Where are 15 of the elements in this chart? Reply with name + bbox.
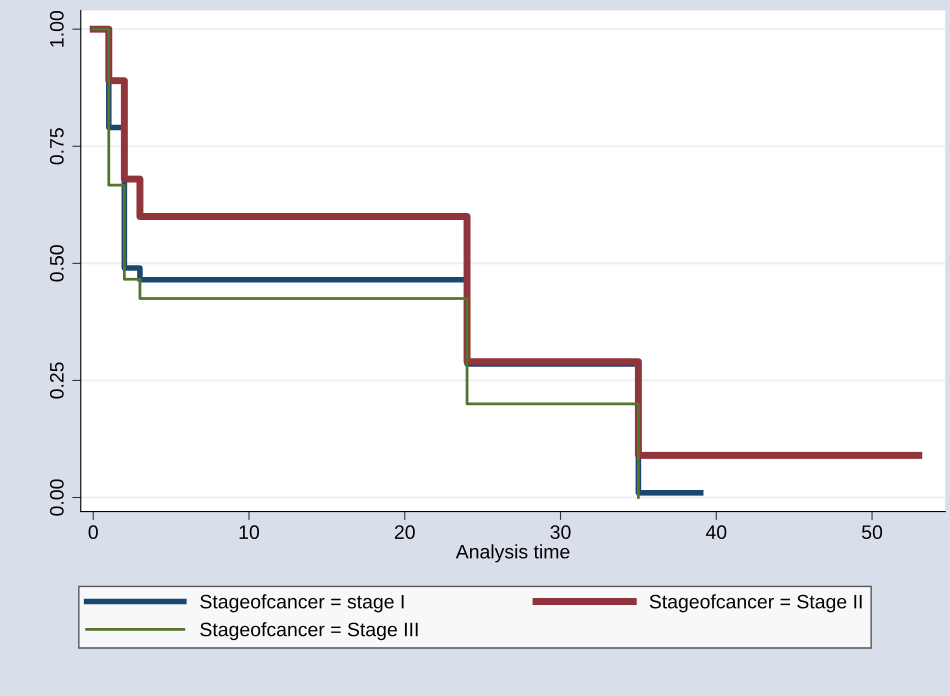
x-tick-label: 50 bbox=[862, 525, 882, 540]
legend-label: Stageofcancer = Stage II bbox=[650, 594, 862, 612]
y-tick-label: 0.00 bbox=[50, 479, 64, 516]
x-tick-label: 40 bbox=[706, 525, 726, 540]
y-tick-label: 0.25 bbox=[50, 362, 64, 399]
x-tick-label: 0 bbox=[88, 525, 98, 540]
x-tick-label: 30 bbox=[550, 525, 571, 540]
y-tick-label: 0.50 bbox=[50, 245, 64, 282]
y-tick-label: 0.75 bbox=[50, 128, 64, 164]
y-tick-label: 1.00 bbox=[50, 11, 64, 47]
x-tick-label: 10 bbox=[240, 525, 260, 540]
legend-label: Stageofcancer = Stage III bbox=[200, 622, 418, 640]
x-axis-title: Analysis time bbox=[456, 544, 570, 562]
x-tick-label: 20 bbox=[394, 525, 415, 540]
legend-label: Stageofcancer = stage I bbox=[200, 594, 404, 612]
